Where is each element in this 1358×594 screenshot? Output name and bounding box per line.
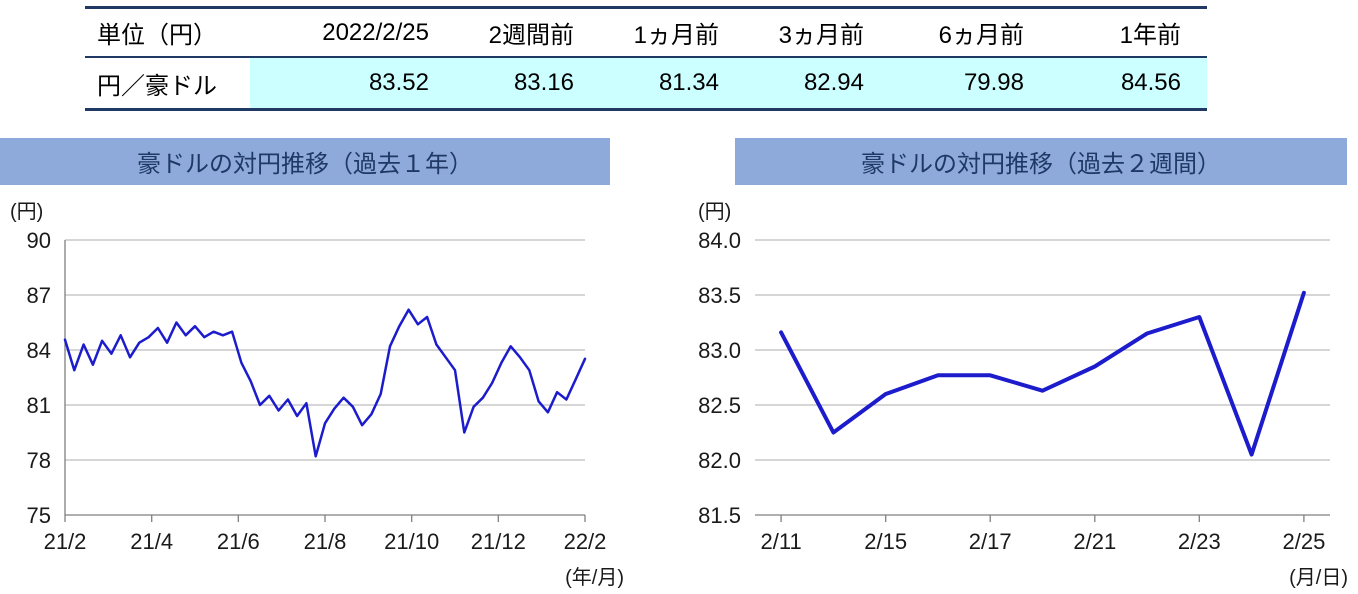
rate-latest: 83.52: [250, 58, 455, 108]
x-tick-label: 21/8: [304, 529, 347, 554]
table-header-2weeks: 2週間前: [488, 22, 574, 49]
x-tick-label: 2/17: [969, 529, 1012, 554]
x-axis-unit-label: (年/月): [565, 566, 624, 589]
rate-2weeks: 83.16: [455, 58, 600, 108]
y-tick-label: 90: [27, 228, 51, 253]
y-tick-label: 83.0: [698, 338, 741, 363]
y-tick-label: 75: [27, 503, 51, 528]
x-tick-label: 21/6: [217, 529, 260, 554]
x-tick-label: 21/4: [130, 529, 173, 554]
x-tick-label: 21/2: [44, 529, 87, 554]
x-tick-label: 22/2: [564, 529, 607, 554]
currency-pair-label: 円／豪ドル: [97, 72, 217, 100]
table-row-aud-jpy: 円／豪ドル 83.52 83.16 81.34 82.94 79.98 84.5…: [85, 58, 1207, 111]
rate-table: 単位（円） 2022/2/25 2週間前 1ヵ月前 3ヵ月前 6ヵ月前 1年前 …: [85, 6, 1207, 111]
x-tick-label: 21/10: [384, 529, 439, 554]
x-tick-label: 2/25: [1282, 529, 1325, 554]
table-header-6months: 6ヵ月前: [938, 22, 1024, 49]
table-header-unit: 単位（円）: [97, 22, 217, 49]
chart-2weeks: 81.5 82.0 82.5 83.0 83.5 84.0 2/11 2/15 2/17 2/21…: [698, 201, 1348, 589]
y-axis-unit-label: (円): [698, 201, 731, 223]
y-tick-label: 84: [27, 338, 51, 363]
x-tick-label: 2/15: [864, 529, 907, 554]
rate-6months: 79.98: [890, 58, 1050, 108]
chart-title-2weeks: 豪ドルの対円推移（過去２週間）: [735, 138, 1347, 185]
y-tick-label: 82.0: [698, 448, 741, 473]
series-line: [779, 290, 1306, 457]
chart-title-1year: 豪ドルの対円推移（過去１年）: [0, 138, 610, 185]
chart-1year: 75 78 81 84 87 90 21/2 21/4 21/6 21/8 21/10 21/12 22…: [10, 201, 624, 589]
rate-1year: 84.56: [1050, 58, 1207, 108]
table-header-1month: 1ヵ月前: [633, 22, 719, 49]
y-tick-label: 81: [27, 393, 51, 418]
x-tick-label: 2/21: [1073, 529, 1116, 554]
table-header-latest: 2022/2/25: [322, 18, 429, 46]
x-tick-label: 2/11: [761, 529, 802, 554]
y-tick-label: 81.5: [698, 503, 741, 528]
x-tick-label: 21/12: [471, 529, 526, 554]
series-line: [63, 308, 587, 458]
x-tick-label: 2/23: [1178, 529, 1221, 554]
table-header-3months: 3ヵ月前: [778, 22, 864, 49]
table-header-1year: 1年前: [1119, 22, 1181, 49]
rate-1month: 81.34: [600, 58, 745, 108]
y-tick-label: 84.0: [698, 228, 741, 253]
rate-3months: 82.94: [745, 58, 890, 108]
y-tick-label: 78: [27, 448, 51, 473]
y-tick-label: 87: [27, 283, 51, 308]
y-tick-label: 82.5: [698, 393, 741, 418]
y-axis-unit-label: (円): [10, 201, 43, 223]
x-axis-unit-label: (月/日): [1289, 567, 1348, 589]
y-tick-label: 83.5: [698, 283, 741, 308]
table-header-row: 単位（円） 2022/2/25 2週間前 1ヵ月前 3ヵ月前 6ヵ月前 1年前: [85, 6, 1207, 58]
